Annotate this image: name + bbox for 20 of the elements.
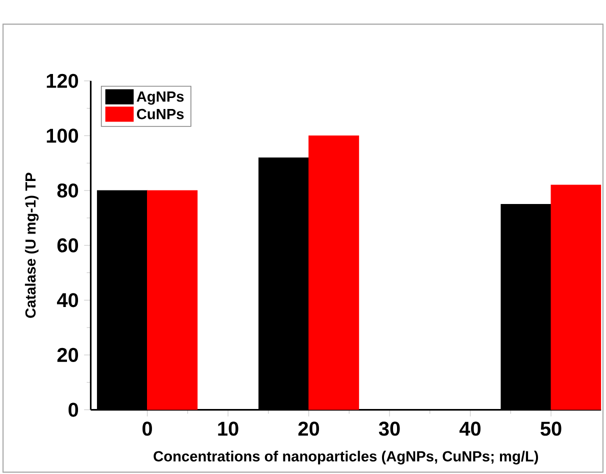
x-tick-label: 30 [378, 422, 400, 436]
x-axis-title: Concentrations of nanoparticles (AgNPs, CuNPs; mg/L) [154, 450, 538, 464]
bar [308, 135, 360, 410]
x-tick-label: 0 [142, 422, 152, 436]
legend-label: AgNPs [136, 92, 184, 105]
bar [147, 190, 198, 410]
x-tick-label: 10 [218, 422, 238, 436]
y-tick-label: 0 [68, 402, 78, 417]
x-tick-label: 40 [459, 422, 481, 436]
y-axis-title: Catalase (U mg-1) TP [24, 172, 39, 318]
y-tick-label: 40 [56, 293, 78, 308]
y-tick-label: 120 [46, 74, 78, 88]
y-tick-label: 20 [57, 348, 78, 362]
legend-label: CuNPs [136, 108, 184, 120]
y-tick-label: 100 [46, 128, 78, 143]
bar [550, 184, 602, 410]
y-tick-label: 60 [57, 238, 78, 252]
x-tick-label: 20 [298, 422, 320, 436]
y-tick-label: 80 [57, 183, 78, 198]
x-tick-label: 50 [540, 422, 562, 436]
